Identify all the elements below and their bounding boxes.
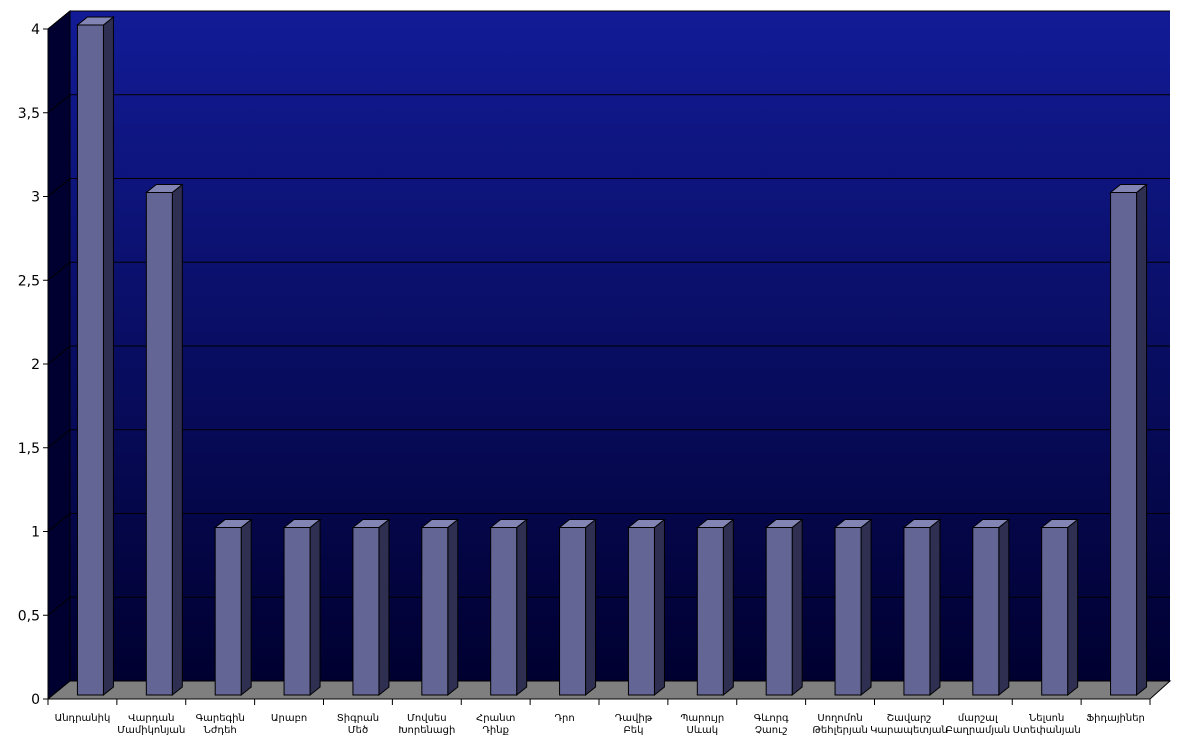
gridline-side [47, 261, 71, 281]
bar-front [76, 24, 104, 696]
bar-front [283, 527, 311, 696]
x-tick-label: Նելսոն Ստեփանյան [1013, 713, 1081, 735]
bar-side [378, 518, 390, 697]
gridline-side [47, 513, 71, 532]
bar [627, 518, 666, 697]
bar-side [653, 518, 665, 697]
x-tick-label: Գարեգին Նժդեհ [196, 713, 245, 735]
y-tick-label: 2 [31, 357, 40, 373]
bar-front [696, 527, 724, 696]
bar-side [860, 518, 872, 697]
bar-side [447, 518, 459, 697]
x-tick-label: Դավիթ Բեկ [615, 713, 653, 735]
bar-front [1041, 527, 1069, 696]
y-tick-label: 3,5 [18, 106, 40, 122]
bar-side [1136, 183, 1148, 697]
x-tick-label: մարշալ Բաղրամյան [946, 713, 1011, 735]
bar [764, 518, 804, 697]
bar [282, 518, 322, 697]
bar [1040, 518, 1080, 697]
bar-side [791, 518, 803, 697]
x-tick-label: Վարդան Մամիկոնյան [117, 713, 185, 735]
y-tick-label: 0,5 [18, 608, 40, 624]
y-tick-label: 1 [31, 525, 40, 541]
bar [902, 518, 942, 697]
x-tick-label: Անդրանիկ [55, 713, 111, 724]
bar-front [214, 527, 242, 696]
x-tick-label: Պարույր Սևակ [680, 713, 724, 735]
x-tick-label: Ֆիդայիներ [1086, 713, 1145, 724]
x-tick-label: Գևորգ Չաուշ [754, 713, 789, 735]
y-tick-labels: 0 0,5 1 1,5 2 2,5 3 3,5 4 [18, 22, 40, 708]
bar [695, 518, 735, 697]
gridline-side [47, 94, 71, 114]
bar-front [627, 527, 655, 696]
bar-side [309, 518, 321, 697]
bar-front [972, 527, 1000, 696]
x-tick-label: Արաբո [271, 713, 307, 724]
bar-side [1067, 518, 1079, 697]
y-tick-label: 2,5 [18, 273, 40, 289]
bar [971, 518, 1011, 697]
bar-front [352, 527, 380, 696]
x-tick-label: Դրո [554, 713, 574, 724]
bar-front [765, 527, 793, 696]
gridline-side [47, 596, 71, 616]
bar-front [145, 192, 173, 696]
bar [213, 518, 253, 697]
gridline-side [47, 178, 71, 197]
x-tick-label: Սողոմոն Թեհլերյան [812, 713, 867, 735]
bar [558, 518, 597, 697]
x-tick-label: Տիգրան Մեծ [337, 713, 379, 735]
bar [833, 518, 873, 697]
bar [76, 15, 115, 697]
y-tick-label: 4 [31, 22, 40, 38]
bar-side [722, 518, 734, 697]
bar-side [585, 518, 597, 697]
gridline-side [47, 429, 71, 449]
x-tick-label: Հրանտ Դինք [476, 713, 515, 735]
bar-front [903, 527, 931, 696]
y-tick-label: 0 [31, 692, 40, 708]
bar-front [490, 527, 518, 696]
bar-front [1110, 192, 1138, 696]
bar-side [240, 518, 252, 697]
x-tick-labels: Անդրանիկ Վարդան Մամիկոնյան Գարեգին Նժդեհ Արաբ… [55, 713, 1145, 736]
bar-front [421, 527, 449, 696]
axes [43, 28, 1151, 705]
bars [76, 15, 1148, 697]
bar-side [998, 518, 1010, 697]
bar-side [929, 518, 941, 697]
bar [420, 518, 460, 697]
x-tick-label: Շավարշ Կարապետյան [870, 713, 948, 735]
bar-front [559, 527, 587, 696]
bar [144, 183, 184, 697]
bar [1109, 183, 1148, 697]
bar-side [171, 183, 183, 697]
bar-side [102, 15, 114, 697]
x-tick-label: Մովսես Խորենացի [398, 713, 455, 735]
y-tick-label: 1,5 [18, 441, 40, 457]
gridline-side [47, 345, 71, 365]
bar [489, 518, 529, 697]
bar [351, 518, 391, 697]
gridline-side [47, 10, 71, 30]
y-tick-label: 3 [31, 190, 40, 206]
bar-side [516, 518, 528, 697]
bar-front [834, 527, 862, 696]
